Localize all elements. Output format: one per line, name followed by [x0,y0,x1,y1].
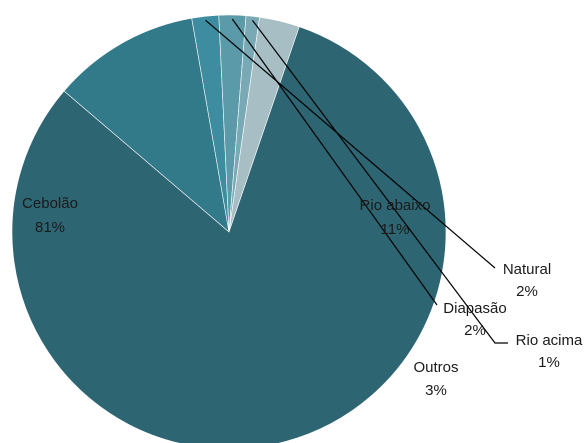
label-rio-abaixo: Rio abaixo [360,197,431,214]
value-natural: 2% [516,283,538,300]
label-natural: Natural [503,261,551,278]
leader-lines [205,18,508,344]
value-diapasao: 2% [464,322,486,339]
pie-slice-cebolao [11,26,447,443]
value-rio-abaixo: 11% [381,221,410,238]
leader-diapasao [231,18,438,306]
leader-rio-acima [251,19,508,344]
label-outros: Outros [413,359,458,376]
value-outros: 3% [425,382,447,399]
pie-slice-rio-abaixo [63,17,230,233]
pie-slices [11,14,447,443]
label-rio-acima: Rio acima [516,332,583,349]
value-cebolao: 81% [35,219,65,236]
leader-natural [205,19,496,269]
pie-labels: Cebolão 81% Rio abaixo 11% Natural 2% Di… [22,195,583,399]
label-cebolao: Cebolão [22,195,78,212]
value-rio-acima: 1% [538,354,560,371]
label-diapasao: Diapasão [443,300,506,317]
